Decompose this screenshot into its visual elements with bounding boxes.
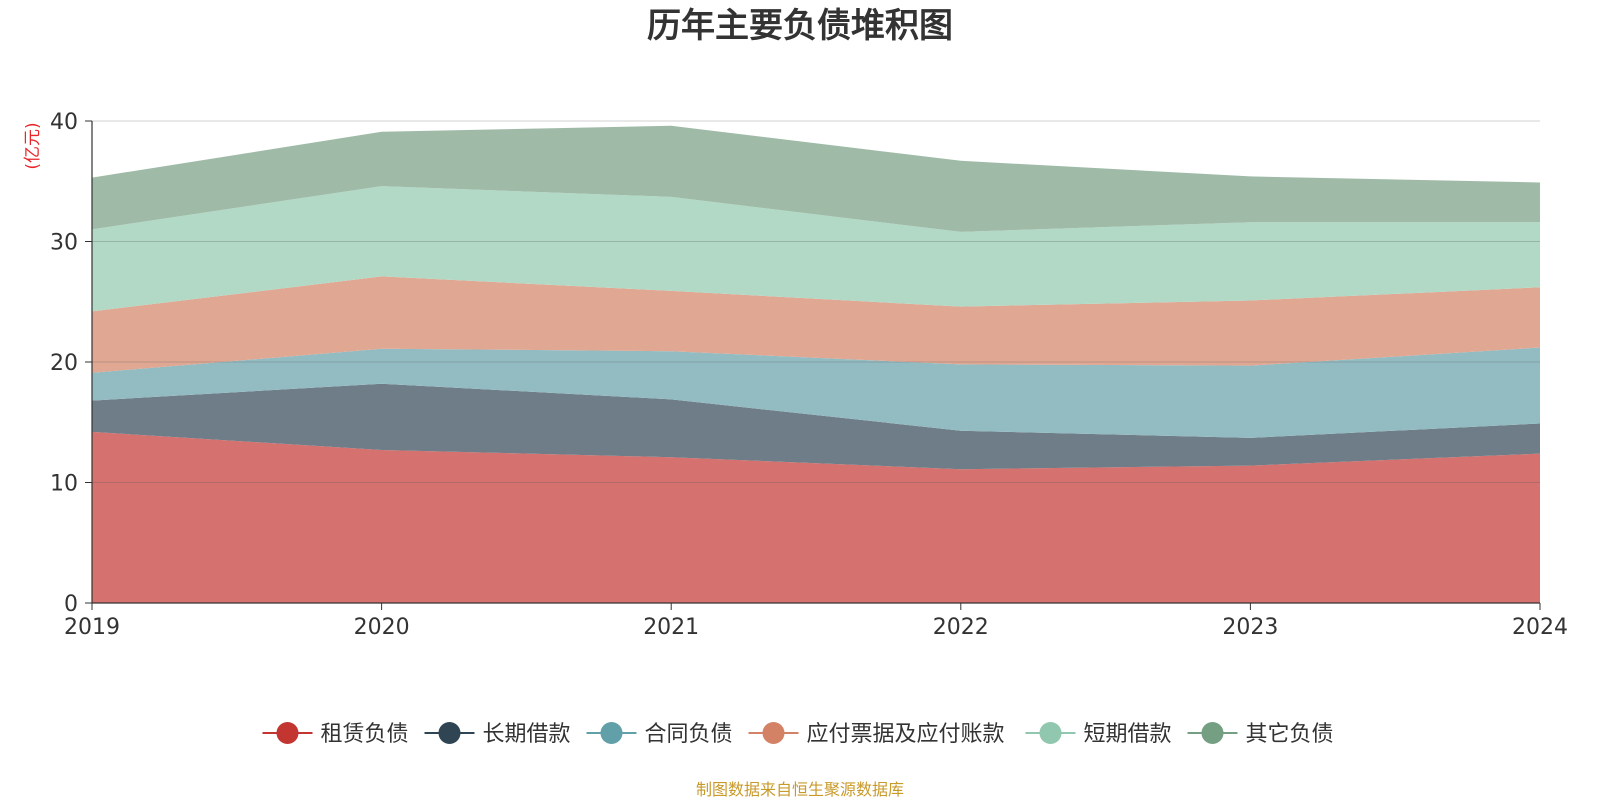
area-series-1 [92, 431, 1540, 603]
x-tick-label: 2023 [1222, 615, 1278, 640]
grid [92, 120, 1540, 483]
legend-item-2[interactable]: 长期借款 [424, 722, 571, 747]
y-tick-label: 0 [64, 592, 78, 617]
legend-marker [438, 722, 461, 744]
x-tick-label: 2024 [1512, 615, 1568, 640]
legend-item-4[interactable]: 应付票据及应付账款 [748, 722, 1005, 747]
legend-item-3[interactable]: 合同负债 [586, 722, 733, 747]
legend-label: 应付票据及应付账款 [807, 722, 1005, 747]
y-tick-label: 40 [50, 110, 78, 135]
legend-label: 其它负债 [1246, 722, 1334, 747]
axes: 0 10 20 30 40 2019 2020 2021 2022 2023 2024 [50, 110, 1568, 640]
legend-label: 长期借款 [483, 722, 571, 747]
y-axis-unit: (亿元) [23, 122, 43, 169]
legend-label: 短期借款 [1084, 722, 1172, 747]
legend-marker [1039, 722, 1062, 744]
area-series-3 [92, 347, 1540, 438]
area-series-4 [92, 276, 1540, 373]
x-tick-label: 2020 [354, 615, 410, 640]
x-tick-label: 2022 [933, 615, 989, 640]
y-tick-label: 10 [50, 472, 78, 497]
source-note: 制图数据来自恒生聚源数据库 [696, 780, 904, 799]
y-tick-label: 30 [50, 231, 78, 256]
y-tick-label: 20 [50, 351, 78, 376]
legend: 租赁负债 长期借款 合同负债 应付票据及应付账款 短期借款 其它负债 [262, 722, 1334, 747]
legend-marker [762, 722, 785, 744]
plot-area [92, 125, 1540, 603]
area-series-2 [92, 383, 1540, 470]
area-series-6 [92, 125, 1540, 232]
legend-item-1[interactable]: 租赁负债 [262, 722, 409, 747]
area-series-5 [92, 186, 1540, 312]
legend-item-6[interactable]: 其它负债 [1187, 722, 1334, 747]
x-tick-label: 2021 [643, 615, 699, 640]
x-tick-label: 2019 [64, 615, 120, 640]
legend-item-5[interactable]: 短期借款 [1025, 722, 1172, 747]
legend-marker [276, 722, 299, 744]
legend-label: 合同负债 [645, 722, 733, 747]
chart-title: 历年主要负债堆积图 [647, 6, 953, 46]
legend-marker [1201, 722, 1224, 744]
legend-label: 租赁负债 [321, 722, 409, 747]
legend-marker [600, 722, 623, 744]
